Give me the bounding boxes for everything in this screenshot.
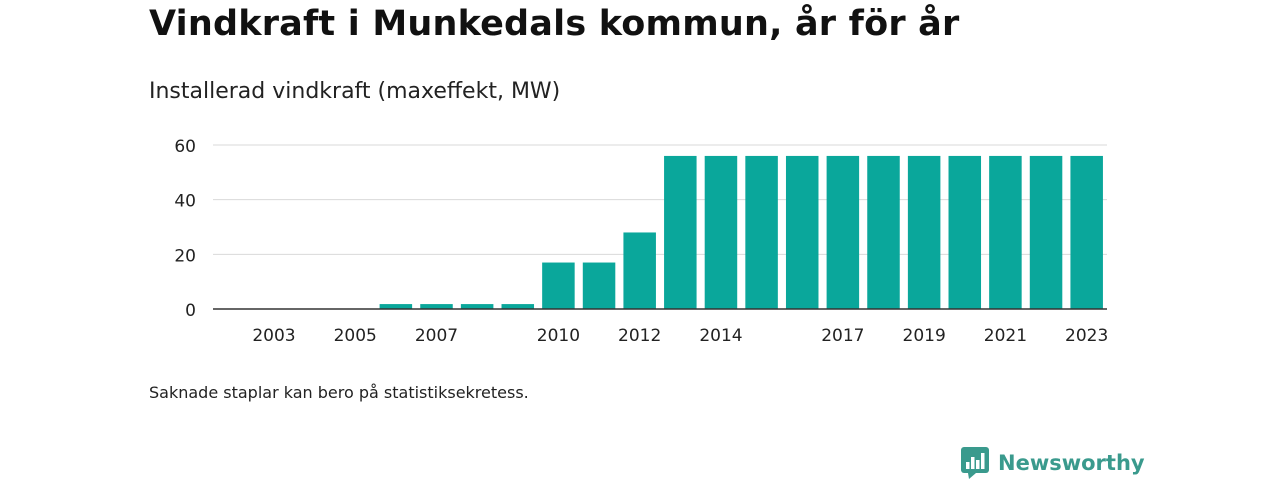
- bar: [867, 155, 900, 309]
- x-tick-label: 2010: [537, 326, 580, 346]
- chart-title: Vindkraft i Munkedals kommun, år för år: [149, 4, 960, 44]
- x-tick-label: 2019: [903, 326, 946, 346]
- bar: [379, 304, 413, 309]
- footnote: Saknade staplar kan bero på statistiksek…: [149, 383, 529, 402]
- bar: [1029, 155, 1063, 309]
- newsworthy-logo-icon: [961, 447, 989, 479]
- bar: [704, 155, 738, 309]
- newsworthy-logo: Newsworthy: [960, 446, 1145, 480]
- x-tick-label: 2014: [699, 326, 742, 346]
- bar: [785, 155, 819, 309]
- brand-name: Newsworthy: [998, 451, 1145, 475]
- x-tick-label: 2007: [415, 326, 458, 346]
- bar: [745, 155, 778, 309]
- x-tick-label: 2017: [821, 326, 864, 346]
- bar: [582, 262, 616, 309]
- x-tick-label: 2021: [984, 326, 1027, 346]
- y-tick-label: 0: [185, 301, 196, 321]
- bar: [542, 262, 575, 309]
- bar: [1070, 155, 1103, 309]
- y-tick-label: 40: [174, 192, 196, 212]
- chart-subtitle: Installerad vindkraft (maxeffekt, MW): [149, 79, 561, 104]
- bar: [420, 304, 453, 309]
- bar: [664, 155, 697, 309]
- bar: [501, 304, 535, 309]
- bar: [826, 155, 860, 309]
- bar: [623, 232, 656, 309]
- y-tick-label: 60: [174, 137, 196, 157]
- bar: [989, 155, 1022, 309]
- bar: [460, 304, 494, 309]
- x-tick-label: 2003: [252, 326, 295, 346]
- bar: [948, 155, 982, 309]
- x-tick-label: 2005: [334, 326, 377, 346]
- x-tick-label: 2012: [618, 326, 661, 346]
- y-tick-label: 20: [174, 246, 196, 266]
- bar: [907, 155, 941, 309]
- x-tick-label: 2023: [1065, 326, 1108, 346]
